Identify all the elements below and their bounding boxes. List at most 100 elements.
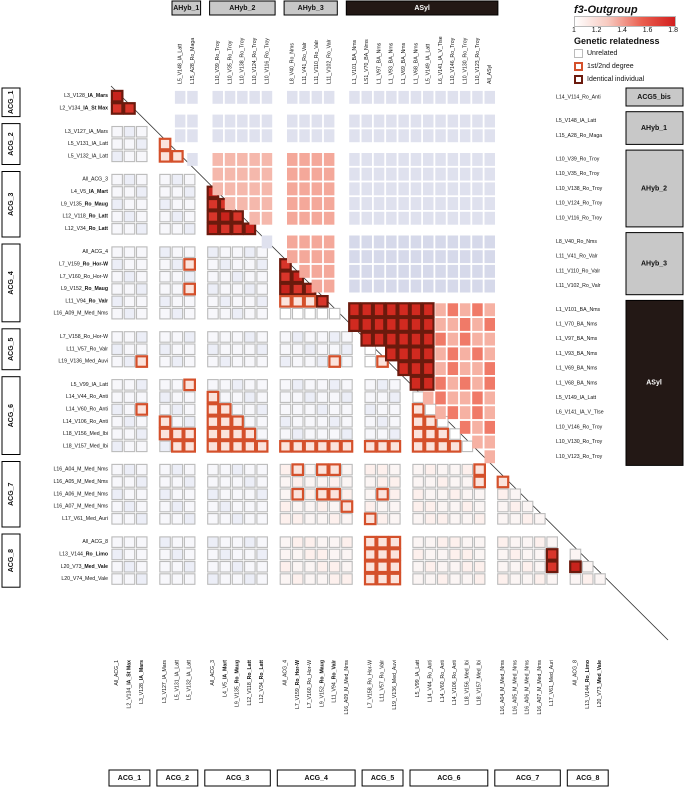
heatmap-cell	[219, 343, 232, 356]
heatmap-cell	[231, 536, 244, 548]
heatmap-cell	[459, 391, 471, 405]
heatmap-cell	[361, 167, 372, 181]
related-cell	[328, 487, 341, 501]
heatmap-cell	[291, 415, 304, 428]
bottom-group-label: ACG_7	[516, 775, 539, 782]
heatmap-cell	[183, 560, 196, 573]
heatmap-cell	[219, 500, 232, 513]
heatmap-cell	[376, 476, 389, 488]
related-cell	[135, 403, 149, 416]
identical-cell	[218, 222, 232, 236]
right-group-label: AHyb_3	[641, 260, 667, 267]
legend-item-label: Identical individual	[587, 76, 645, 83]
heatmap-cell	[509, 548, 522, 561]
heatmap-cell	[135, 283, 148, 295]
heatmap-cell	[207, 331, 219, 343]
top-sample-label: L8_V40_Ro_Nms	[290, 43, 296, 84]
heatmap-cell	[484, 235, 495, 249]
row-sample-label: L7_V158_Ro_Hor-W	[60, 334, 108, 340]
row-sample-label: L18_V156_Med_Ibi	[63, 431, 108, 437]
identical-cell	[385, 316, 398, 332]
related-cell	[340, 440, 354, 453]
related-cell	[218, 415, 232, 429]
heatmap-cell	[328, 476, 341, 488]
identical-cell	[421, 302, 435, 318]
heatmap-cell	[123, 210, 136, 223]
identical-cell	[206, 197, 220, 211]
heatmap-cell	[256, 379, 268, 391]
heatmap-cell	[341, 573, 353, 585]
heatmap-cell	[449, 536, 461, 548]
heatmap-cell	[484, 347, 495, 361]
heatmap-cell	[249, 114, 260, 128]
top-sample-label: L10_V130_Ro_Troy	[463, 37, 469, 84]
related-cell	[376, 572, 389, 586]
column-sample-label: L3_V127_IA_Mars	[162, 660, 168, 703]
heatmap-cell	[398, 153, 409, 166]
heatmap-cell	[484, 391, 495, 405]
legend-tick: 1.6	[642, 27, 653, 34]
heatmap-cell	[472, 114, 483, 128]
heatmap-cell	[231, 560, 244, 573]
identical-cell	[421, 316, 435, 332]
heatmap-cell	[212, 129, 223, 143]
heatmap-cell	[461, 560, 474, 573]
heatmap-cell	[219, 258, 232, 271]
heatmap-cell	[410, 264, 422, 278]
heatmap-cell	[123, 270, 136, 283]
heatmap-cell	[424, 573, 437, 585]
heatmap-cell	[159, 500, 171, 513]
heatmap-cell	[436, 548, 449, 561]
column-sample-label: L12_V118_Ro_Latt	[247, 660, 253, 706]
heatmap-cell	[244, 270, 256, 283]
related-cell	[183, 282, 196, 296]
heatmap-cell	[159, 403, 171, 416]
identical-cell	[243, 222, 257, 236]
column-sample-label: L9_V135_Ro_Maug	[235, 660, 241, 707]
top-sample-label: L1_V93_BA_Nms	[389, 42, 395, 84]
heatmap-cell	[459, 167, 471, 181]
row-sample-label: L7_V159_Ro_Hor-W	[59, 262, 108, 268]
identical-cell	[409, 375, 423, 391]
row-sample-label: L17_V61_Med_Auri	[62, 516, 108, 522]
heatmap-cell	[256, 391, 268, 403]
heatmap-cell	[123, 440, 136, 453]
heatmap-cell	[279, 307, 292, 320]
identical-cell	[421, 346, 435, 362]
heatmap-cell	[261, 90, 273, 104]
heatmap-cell	[323, 90, 335, 104]
related-cell	[328, 463, 341, 476]
heatmap-cell	[249, 211, 260, 225]
heatmap-cell	[244, 295, 256, 308]
heatmap-cell	[436, 463, 449, 476]
heatmap-cell	[472, 435, 483, 449]
heatmap-cell	[183, 246, 196, 258]
heatmap-cell	[171, 536, 184, 548]
heatmap-cell	[159, 463, 171, 476]
heatmap-cell	[111, 513, 123, 525]
heatmap-cell	[435, 279, 446, 293]
left-group-label: ACG_7	[8, 482, 15, 505]
heatmap-cell	[376, 500, 389, 513]
heatmap-cell	[341, 548, 353, 561]
heatmap-cell	[472, 182, 483, 196]
heatmap-cell	[171, 307, 184, 320]
heatmap-cell	[569, 573, 582, 585]
heatmap-cell	[256, 343, 268, 356]
bottom-group-box	[566, 769, 609, 787]
heatmap-cell	[364, 355, 377, 368]
heatmap-cell	[237, 153, 248, 166]
heatmap-cell	[449, 560, 461, 573]
heatmap-cell	[135, 548, 148, 561]
related-cell	[279, 440, 292, 453]
heatmap-cell	[435, 391, 446, 405]
heatmap-cell	[311, 182, 323, 196]
heatmap-cell	[364, 391, 377, 403]
heatmap-cell	[341, 513, 353, 525]
heatmap-cell	[509, 560, 522, 573]
related-cell	[291, 487, 305, 501]
column-sample-label: L14_V60_Ro_Anti	[440, 660, 446, 702]
heatmap-cell	[304, 343, 316, 356]
heatmap-cell	[304, 415, 316, 428]
